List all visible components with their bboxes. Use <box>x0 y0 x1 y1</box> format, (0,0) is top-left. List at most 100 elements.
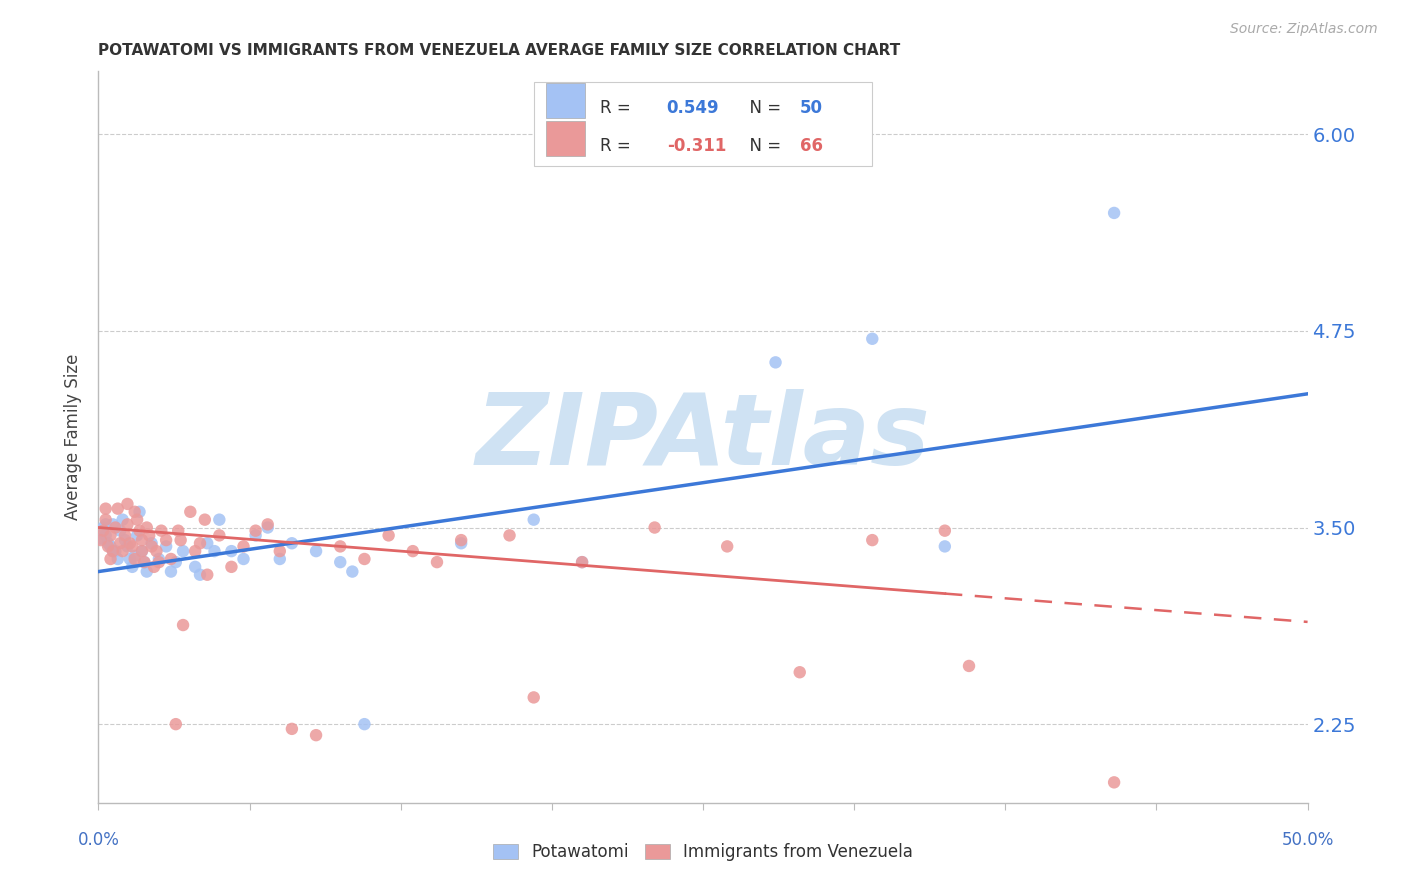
Point <box>860 533 883 548</box>
Point <box>169 533 191 548</box>
Point <box>165 717 187 731</box>
Point <box>402 544 425 558</box>
Text: 50: 50 <box>800 99 823 117</box>
Point <box>377 528 399 542</box>
Point <box>172 544 194 558</box>
Point <box>127 513 149 527</box>
Point <box>353 717 375 731</box>
Point <box>160 565 183 579</box>
Point <box>184 559 207 574</box>
Legend: Potawatomi, Immigrants from Venezuela: Potawatomi, Immigrants from Venezuela <box>486 837 920 868</box>
Point <box>353 552 375 566</box>
Point <box>208 513 231 527</box>
Point <box>957 659 980 673</box>
Point <box>90 533 112 548</box>
Point <box>118 536 141 550</box>
Text: 0.0%: 0.0% <box>77 831 120 849</box>
Point <box>94 501 117 516</box>
Point <box>644 520 666 534</box>
Point <box>94 517 117 532</box>
Point <box>789 665 811 680</box>
Point <box>195 536 218 550</box>
Point <box>179 505 201 519</box>
Point <box>450 533 472 548</box>
Point <box>188 536 211 550</box>
Point <box>523 690 546 705</box>
Point <box>104 520 127 534</box>
Point <box>131 533 153 548</box>
Point <box>150 524 173 538</box>
Point <box>90 532 112 546</box>
Point <box>131 544 153 558</box>
Point <box>121 559 143 574</box>
Point <box>143 559 166 574</box>
FancyBboxPatch shape <box>546 83 585 118</box>
Text: 0.549: 0.549 <box>666 99 720 117</box>
Point <box>195 567 218 582</box>
Text: N =: N = <box>740 99 786 117</box>
Point <box>194 513 217 527</box>
FancyBboxPatch shape <box>546 121 585 156</box>
Point <box>91 520 114 534</box>
Point <box>221 559 243 574</box>
Text: Source: ZipAtlas.com: Source: ZipAtlas.com <box>1230 22 1378 37</box>
Point <box>934 524 956 538</box>
Point <box>245 524 267 538</box>
Point <box>571 555 593 569</box>
Point <box>101 517 124 532</box>
Point <box>281 536 304 550</box>
Point <box>124 552 146 566</box>
Point <box>232 540 254 554</box>
Point <box>145 544 167 558</box>
Point <box>131 544 153 558</box>
Point <box>91 524 114 538</box>
Point <box>138 528 160 542</box>
Point <box>117 540 139 554</box>
Text: R =: R = <box>600 137 637 155</box>
Point <box>148 555 170 569</box>
Point <box>114 528 136 542</box>
Point <box>256 517 278 532</box>
Point <box>94 513 117 527</box>
Point <box>108 536 131 550</box>
Point <box>329 555 352 569</box>
Point <box>114 533 136 548</box>
Point <box>100 528 122 542</box>
Point <box>121 540 143 554</box>
Point <box>184 544 207 558</box>
FancyBboxPatch shape <box>534 82 872 167</box>
Point <box>124 505 146 519</box>
Point <box>135 520 157 534</box>
Point <box>118 552 141 566</box>
Point <box>172 618 194 632</box>
Point <box>111 544 134 558</box>
Point <box>208 528 231 542</box>
Point <box>127 528 149 542</box>
Point <box>97 536 120 550</box>
Point <box>107 552 129 566</box>
Point <box>141 540 163 554</box>
Point <box>101 544 124 558</box>
Point <box>100 552 122 566</box>
Point <box>94 528 117 542</box>
Text: 66: 66 <box>800 137 823 155</box>
Point <box>498 528 520 542</box>
Point <box>155 533 177 548</box>
Point <box>1102 775 1125 789</box>
Point <box>245 528 267 542</box>
Text: R =: R = <box>600 99 637 117</box>
Point <box>305 544 328 558</box>
Text: 50.0%: 50.0% <box>1281 831 1334 849</box>
Point <box>108 524 131 538</box>
Point <box>188 567 211 582</box>
Point <box>111 513 134 527</box>
Point <box>100 540 122 554</box>
Text: POTAWATOMI VS IMMIGRANTS FROM VENEZUELA AVERAGE FAMILY SIZE CORRELATION CHART: POTAWATOMI VS IMMIGRANTS FROM VENEZUELA … <box>98 43 901 58</box>
Point <box>281 722 304 736</box>
Point <box>155 540 177 554</box>
Point <box>167 524 190 538</box>
Point <box>342 565 364 579</box>
Point <box>450 536 472 550</box>
Point <box>141 536 163 550</box>
Point <box>269 544 291 558</box>
